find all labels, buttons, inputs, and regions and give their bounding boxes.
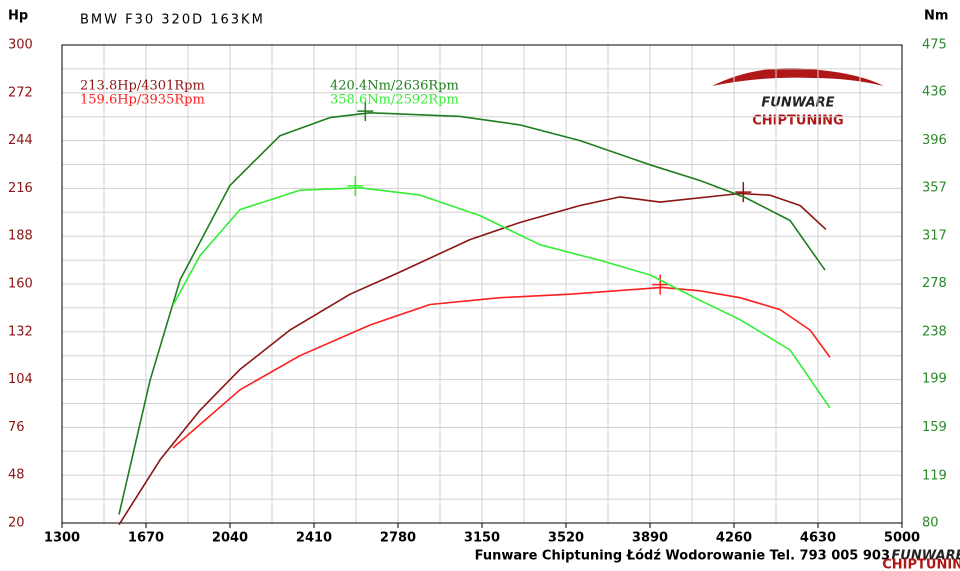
- x-tick-label: 2780: [380, 531, 416, 546]
- peak-marker: [357, 101, 374, 122]
- x-tick-label: 3520: [548, 531, 584, 546]
- series-line: [172, 187, 831, 409]
- peak-marker: [652, 274, 669, 295]
- y-tick-label: 300: [8, 38, 33, 53]
- y-tick-label: 188: [8, 229, 33, 244]
- small-logo-tagline: CHIPTUNING: [882, 558, 960, 571]
- y2-tick-label: 199: [922, 371, 947, 386]
- y-tick-label: 104: [8, 372, 33, 387]
- y2-tick-label: 396: [922, 133, 947, 148]
- x-tick-label: 1300: [44, 531, 80, 546]
- y2-tick-label: 475: [922, 38, 947, 53]
- y-tick-label: 272: [8, 85, 33, 100]
- y-axis-label: Hp: [8, 9, 28, 24]
- y-tick-label: 244: [8, 133, 33, 148]
- chart-title: BMW F30 320D 163KM: [80, 13, 265, 28]
- y2-tick-label: 278: [922, 276, 947, 291]
- small-logo-brand: FUNWARE: [891, 549, 960, 564]
- peak-marker: [735, 182, 752, 203]
- x-tick-label: 4260: [716, 531, 752, 546]
- y2-tick-label: 80: [922, 516, 939, 531]
- logo-swoosh: [712, 68, 884, 86]
- y2-tick-label: 159: [922, 420, 947, 435]
- y2-tick-label: 317: [922, 229, 947, 244]
- peak-marker: [347, 175, 364, 196]
- peak-annotation: 358.6Nm/2592Rpm: [330, 93, 459, 108]
- footer: Funware Chiptuning Łódź Wodorowanie Tel.…: [475, 549, 890, 564]
- y-tick-label: 48: [8, 468, 25, 483]
- x-tick-label: 3890: [632, 531, 668, 546]
- peak-annotation: 420.4Nm/2636Rpm: [330, 79, 459, 94]
- x-tick-label: 4630: [800, 531, 836, 546]
- y-tick-label: 216: [8, 181, 33, 196]
- y-tick-label: 20: [8, 516, 25, 531]
- x-tick-label: 2040: [212, 531, 248, 546]
- peak-annotation: 213.8Hp/4301Rpm: [80, 79, 205, 94]
- logo: FUNWARE CHIPTUNING: [712, 68, 884, 129]
- series-line: [118, 112, 826, 515]
- y-tick-label: 160: [8, 277, 33, 292]
- peak-annotation: 159.6Hp/3935Rpm: [80, 93, 205, 108]
- logo-brand: FUNWARE: [761, 96, 834, 111]
- x-tick-label: 2410: [296, 531, 332, 546]
- series-line: [118, 192, 827, 526]
- y2-tick-label: 436: [922, 85, 947, 100]
- y2-tick-label: 357: [922, 180, 947, 195]
- y2-tick-label: 238: [922, 324, 947, 339]
- x-tick-label: 5000: [884, 531, 920, 546]
- y2-tick-label: 119: [922, 468, 947, 483]
- y-tick-label: 132: [8, 324, 33, 339]
- y-tick-label: 76: [8, 420, 25, 435]
- series-line: [172, 286, 831, 449]
- x-tick-label: 1670: [128, 531, 164, 546]
- small-logo: FUNWARE CHIPTUNING: [882, 549, 960, 571]
- y2-axis-label: Nm: [924, 9, 948, 24]
- x-tick-label: 3150: [464, 531, 500, 546]
- logo-tagline: CHIPTUNING: [752, 114, 843, 129]
